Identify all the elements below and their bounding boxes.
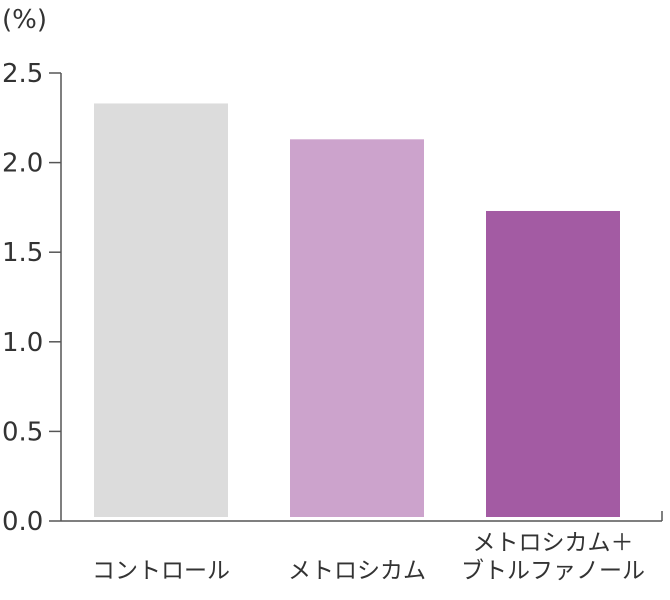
x-category-label: メトロシカム [288,558,426,584]
bars-group [94,103,620,518]
y-tick-label: 2.5 [2,59,43,89]
y-axis: 0.0 0.5 1.0 1.5 2.0 2.5 [2,59,62,537]
x-category-label: コントロール [92,558,230,584]
y-tick-label: 1.0 [2,328,43,358]
x-category-label: メトロシカム＋ [473,530,634,556]
y-tick-label: 1.5 [2,238,43,268]
x-category-label: ブトルファノール [461,558,645,584]
y-tick-label: 0.0 [2,507,43,537]
x-axis [61,511,663,522]
bar [94,103,228,518]
y-tick-label: 0.5 [2,417,43,447]
y-tick-label: 2.0 [2,149,43,179]
category-labels: コントロール メトロシカム メトロシカム＋ブトルファノール [92,530,645,584]
y-axis-unit-label: (%) [2,5,47,35]
bar [290,139,424,517]
bar [486,210,620,517]
